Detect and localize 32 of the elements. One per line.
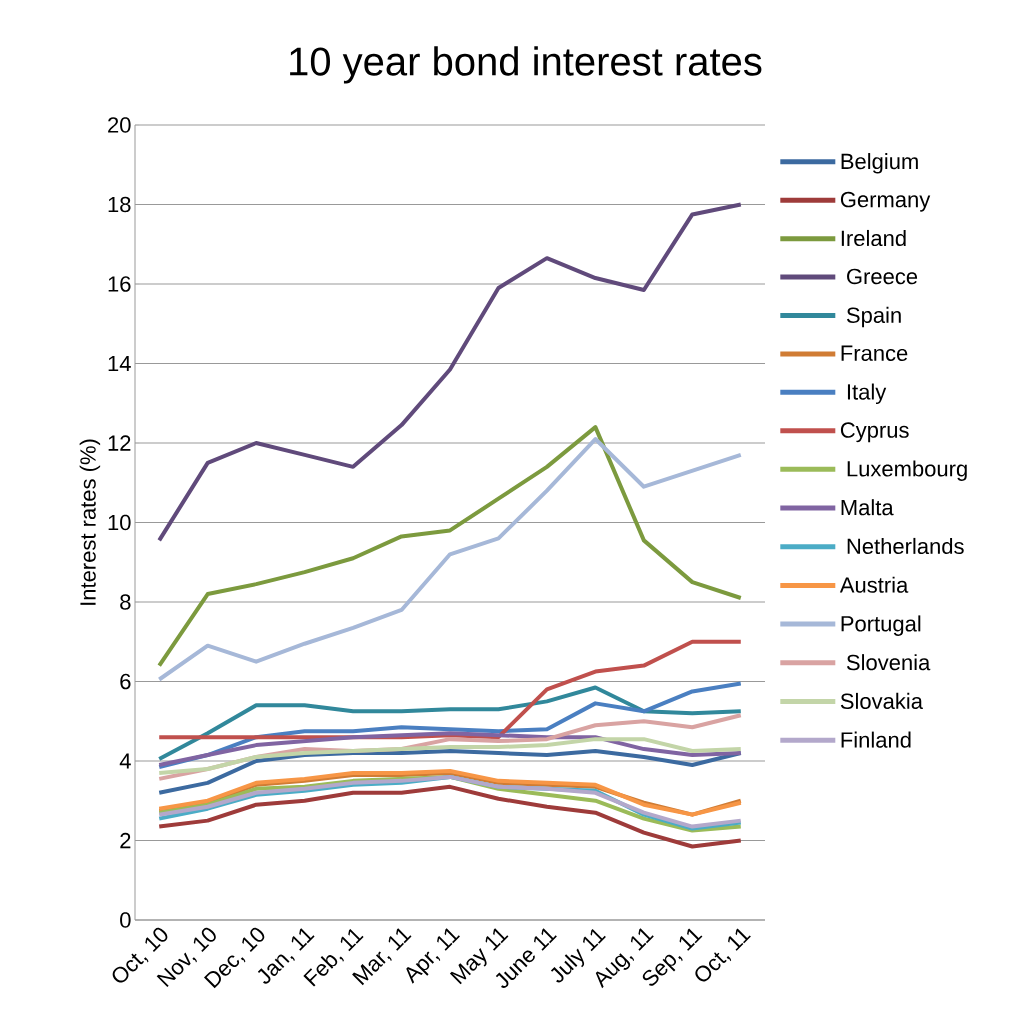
line-series — [157, 202, 743, 543]
line-series — [157, 784, 743, 849]
legend-label: Malta — [841, 499, 894, 516]
chart-title: 10 year bond interest rates — [290, 46, 762, 84]
legend-label: Finland — [841, 731, 911, 748]
y-tick-label: 6 — [120, 673, 131, 690]
y-tick-label: 10 — [108, 514, 131, 531]
y-tick-label: 8 — [120, 594, 131, 610]
y-tick-label: 18 — [108, 196, 131, 213]
legend-label: Slovenia — [846, 654, 931, 671]
legend-label: Portugal — [841, 615, 921, 636]
y-tick-label: 14 — [108, 355, 131, 372]
legend-label: Belgium — [841, 153, 918, 174]
y-tick-label: 0 — [120, 912, 131, 928]
legend-label: Luxembourg — [847, 460, 967, 481]
legend-label: Netherlands — [847, 537, 964, 555]
legend-label: Spain — [846, 306, 901, 328]
y-tick-label: 4 — [119, 753, 131, 769]
legend-label: France — [841, 345, 908, 361]
y-tick-label: 12 — [108, 435, 131, 451]
y-tick-label: 20 — [108, 117, 131, 133]
legend-label: Italy — [847, 383, 887, 405]
line-series — [157, 737, 743, 775]
legend-label: Ireland — [841, 229, 906, 247]
legend-label: Slovakia — [840, 692, 923, 710]
y-tick-label: 2 — [120, 832, 131, 849]
legend-label: Austria — [839, 576, 909, 593]
legend-label: Germany — [840, 191, 931, 212]
y-axis-title: Interest rates (%) — [79, 439, 101, 605]
legend-label: Greece — [847, 268, 918, 285]
legend-label: Cyprus — [840, 422, 909, 443]
y-tick-label: 16 — [108, 276, 131, 292]
